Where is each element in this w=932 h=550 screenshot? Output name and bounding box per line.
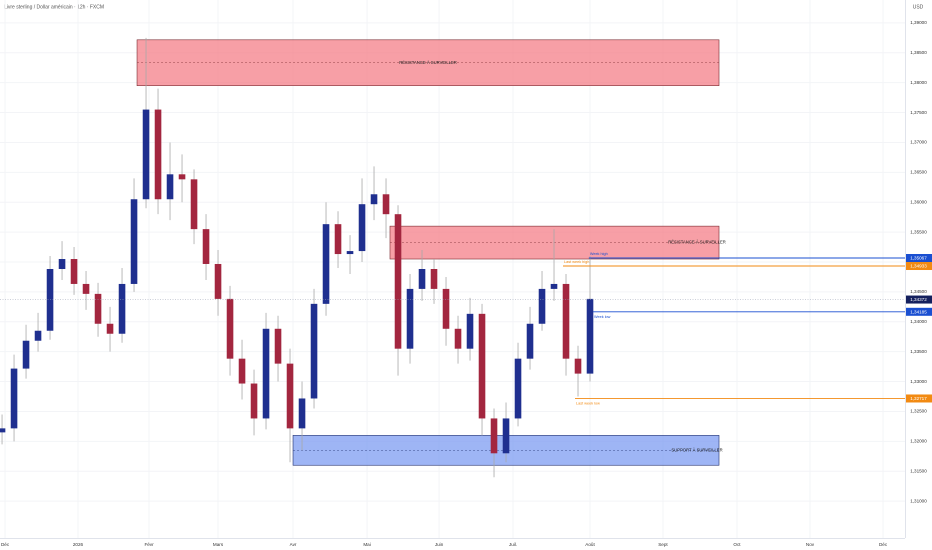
level-name: Last week low (576, 401, 600, 405)
candle-body (94, 293, 102, 324)
price-badge-label: 1,34185 (910, 309, 927, 314)
price-badge-label: 1,32717 (910, 396, 927, 401)
candle-body (250, 383, 258, 419)
candle-body (118, 283, 126, 334)
candle-body (526, 323, 534, 359)
candle-body (430, 269, 438, 289)
candle-body (502, 418, 510, 454)
x-tick-label: 2026 (73, 542, 84, 547)
candle-body (514, 358, 522, 419)
y-tick-label: 1,34500 (910, 289, 927, 294)
price-badge (906, 295, 932, 304)
level-name: Week low (594, 315, 611, 319)
candle-body (190, 179, 198, 230)
x-tick-label: Avr (290, 542, 297, 547)
candle-body (382, 194, 390, 215)
candle-body (130, 199, 138, 284)
x-tick-label: Déc (1, 542, 10, 547)
candle-body (478, 313, 486, 419)
candle-body (46, 269, 54, 331)
candle-body (586, 298, 594, 374)
price-badge (906, 307, 932, 316)
candle-body (274, 328, 282, 364)
candle-body (346, 251, 354, 255)
price-badge-label: 1,34372 (910, 297, 927, 302)
x-tick-label: Mai (363, 542, 370, 547)
candle-body (22, 340, 30, 369)
candle-body (538, 288, 546, 324)
candle-body (370, 194, 378, 205)
y-tick-label: 1,34000 (910, 319, 927, 324)
zone-label: RÉSISTANCE À SURVEILLER (399, 60, 457, 65)
candle-body (310, 303, 318, 399)
candle-body (466, 313, 474, 349)
candle-body (58, 259, 66, 269)
price-badge-label: 1,34933 (910, 264, 927, 269)
candle-body (574, 358, 582, 374)
x-tick-label: Août (585, 542, 595, 547)
candle-body (394, 214, 402, 349)
y-tick-label: 1,37500 (910, 110, 927, 115)
candle-body (178, 174, 186, 180)
candle-body (262, 328, 270, 419)
x-tick-label: Juil. (509, 542, 517, 547)
x-tick-label: Nov (806, 542, 815, 547)
y-tick-label: 1,32500 (910, 409, 927, 414)
candle-body (286, 363, 294, 429)
chart-title: Livre sterling / Dollar américain · 12h … (4, 4, 104, 10)
price-badge-label: 1,35067 (910, 256, 927, 261)
currency-label: USD (913, 4, 924, 10)
candle-body (202, 229, 210, 264)
candle-body (298, 398, 306, 429)
y-tick-label: 1,33000 (910, 379, 927, 384)
y-tick-label: 1,39000 (910, 20, 927, 25)
x-tick-label: Juin (435, 542, 444, 547)
candle-body (358, 204, 366, 252)
candle-body (550, 283, 558, 289)
candle-body (562, 283, 570, 359)
y-tick-label: 1,37000 (910, 140, 927, 145)
x-tick-label: Mars (213, 542, 224, 547)
y-tick-label: 1,31500 (910, 468, 927, 473)
candle-body (238, 358, 246, 384)
y-tick-label: 1,32000 (910, 439, 927, 444)
candle-body (334, 224, 342, 255)
zone-label: SUPPORT À SURVEILLER (671, 447, 722, 452)
candle-body (10, 368, 18, 429)
y-tick-label: 1,36500 (910, 170, 927, 175)
price-badge (906, 254, 932, 263)
candle-body (214, 263, 222, 299)
price-badge (906, 262, 932, 271)
y-tick-label: 1,33500 (910, 349, 927, 354)
x-tick-label: Oct (733, 542, 741, 547)
candle-body (142, 109, 150, 200)
y-tick-label: 1,38000 (910, 80, 927, 85)
candle-body (226, 298, 234, 359)
candle-body (406, 288, 414, 349)
candle-body (442, 288, 450, 329)
x-tick-label: Sept (658, 542, 668, 547)
x-tick-label: Déc (879, 542, 888, 547)
level-name: Last week high (564, 260, 589, 264)
price-badge (906, 394, 932, 403)
candle-body (166, 174, 174, 200)
candle-body (0, 428, 6, 433)
candle-body (418, 269, 426, 289)
candle-body (490, 418, 498, 454)
candle-body (82, 283, 90, 294)
candle-body (34, 330, 42, 341)
x-tick-label: Févr (144, 542, 154, 547)
candle-body (70, 259, 78, 284)
y-tick-label: 1,38500 (910, 50, 927, 55)
y-tick-label: 1,36000 (910, 199, 927, 204)
zone-label: RÉSISTANCE À SURVEILLER (668, 240, 726, 245)
candle-body (454, 328, 462, 349)
y-tick-label: 1,31000 (910, 498, 927, 503)
level-name: Week high (590, 252, 608, 256)
y-tick-label: 1,35500 (910, 229, 927, 234)
candle-body (154, 109, 162, 200)
candle-body (106, 323, 114, 334)
candle-body (322, 224, 330, 304)
